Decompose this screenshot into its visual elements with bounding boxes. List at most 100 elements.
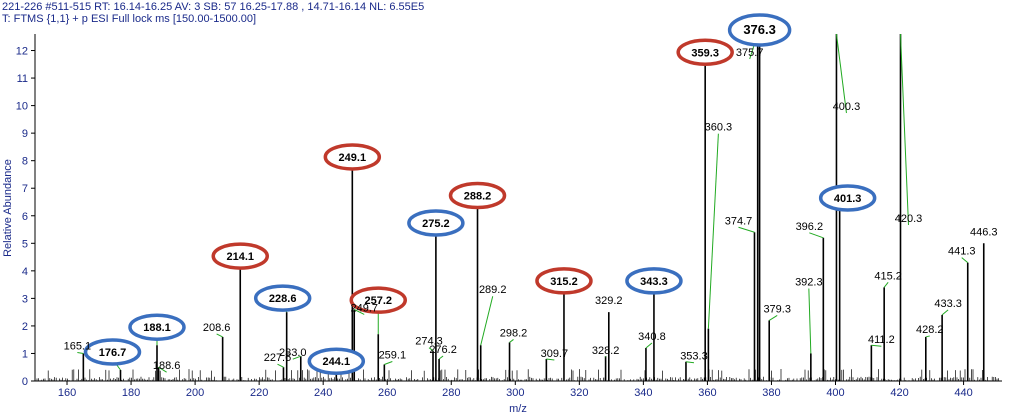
leader-420.3 (899, 33, 909, 226)
peak-label-379.3: 379.3 (763, 303, 791, 315)
peak-labels: 165.1 176.7 188.1 188.6 208.6 214.1 227.6 228.6… (64, 22, 998, 372)
x-tick-label: 420 (890, 387, 908, 399)
peak-label-353.3: 353.3 (680, 351, 708, 363)
leader-274.3 (428, 347, 434, 352)
leader-276.2 (438, 355, 444, 360)
x-tick-label: 240 (314, 387, 332, 399)
leader-227.6 (277, 363, 284, 368)
peak-label-275.2: 275.2 (422, 218, 450, 230)
y-tick-label: 8 (22, 156, 28, 168)
x-tick-label: 400 (826, 387, 844, 399)
leader-340.8 (645, 342, 653, 349)
x-tick-label: 220 (250, 387, 268, 399)
x-tick-label: 260 (378, 387, 396, 399)
y-tick-label: 11 (17, 73, 28, 85)
annotation-circle-376.3 (727, 13, 792, 47)
scan-filter: T: FTMS {1,1} + p ESI Full lock ms [150.… (2, 13, 257, 25)
y-tick-label: 12 (16, 46, 28, 58)
x-tick-label: 320 (570, 387, 588, 399)
y-tick-label: 3 (22, 293, 28, 305)
peak-label-208.6: 208.6 (203, 322, 231, 334)
peak-label-420.3: 420.3 (895, 213, 923, 225)
annotation-circle-249.1 (323, 143, 382, 171)
annotation-circle-188.1 (128, 313, 186, 341)
peak-label-375.7: 375.7 (736, 47, 764, 59)
peak-label-441.3: 441.3 (948, 246, 976, 258)
peak-label-360.3: 360.3 (705, 122, 733, 134)
x-tick-label: 440 (954, 387, 972, 399)
peak-label-309.7: 309.7 (541, 348, 569, 360)
peak-label-298.2: 298.2 (500, 327, 528, 339)
leader-353.3 (685, 361, 695, 364)
leader-411.2 (871, 344, 882, 347)
leader-400.3 (835, 33, 847, 114)
leader-259.1 (384, 361, 393, 365)
leader-165.1 (77, 351, 84, 354)
y-tick-label: 4 (22, 266, 28, 278)
y-tick-label: 7 (22, 183, 28, 195)
peak-label-274.3: 274.3 (415, 336, 443, 348)
leader-374.7 (738, 226, 755, 233)
peak-label-244.1: 244.1 (323, 356, 351, 368)
x-tick-label: 280 (442, 387, 460, 399)
annotation-circle-288.2 (448, 181, 507, 210)
y-tick-label: 10 (16, 101, 28, 113)
annotation-circle-244.1 (307, 347, 366, 375)
x-axis-title: m/z (509, 403, 527, 415)
x-tick-label: 380 (762, 387, 780, 399)
annotation-circle-176.7 (83, 338, 142, 366)
y-tick-label: 9 (22, 128, 28, 140)
peak-label-396.2: 396.2 (796, 221, 824, 233)
y-tick-label: 2 (22, 321, 28, 333)
peak-label-214.1: 214.1 (226, 251, 254, 263)
x-tick-label: 360 (698, 387, 716, 399)
x-tick-label: 340 (634, 387, 652, 399)
y-tick-label: 0 (22, 376, 28, 388)
peak-label-315.2: 315.2 (550, 276, 578, 288)
leader-188.6 (158, 366, 167, 373)
leader-428.2 (925, 335, 930, 338)
scan-header: 221-226 #511-515 RT: 16.14-16.25 AV: 3 S… (2, 1, 425, 13)
y-tick-label: 6 (22, 211, 28, 223)
leader-433.3 (941, 309, 949, 316)
peak-label-411.2: 411.2 (868, 334, 895, 346)
peak-label-276.2: 276.2 (429, 344, 457, 356)
annotation-circle-275.2 (407, 209, 465, 237)
annotation-circles (83, 13, 877, 375)
peak-label-288.2: 288.2 (464, 191, 492, 203)
peak-label-188.1: 188.1 (143, 322, 171, 334)
leader-392.3 (808, 288, 812, 354)
y-tick-label: 1 (22, 348, 28, 360)
leader-379.3 (768, 314, 778, 321)
leader-396.2 (809, 232, 824, 239)
peak-label-392.3: 392.3 (795, 276, 823, 288)
x-tick-label: 160 (58, 387, 76, 399)
baseline-noise (36, 369, 999, 381)
peak-label-259.1: 259.1 (379, 349, 407, 361)
annotation-circle-401.3 (818, 184, 877, 212)
peak-label-176.7: 176.7 (99, 347, 127, 359)
leader-249.7 (354, 308, 365, 315)
leader-289.2 (480, 296, 494, 346)
label-leader-lines (77, 33, 969, 373)
peak-label-376.3: 376.3 (743, 22, 776, 37)
peak-label-340.8: 340.8 (638, 331, 666, 343)
peak-label-401.3: 401.3 (834, 193, 862, 205)
annotation-circle-228.6 (253, 284, 312, 312)
noise-path (36, 369, 999, 381)
x-tick-label: 200 (186, 387, 204, 399)
annotation-circle-257.2 (349, 286, 408, 314)
annotation-circle-343.3 (625, 267, 683, 295)
peak-label-289.2: 289.2 (479, 284, 507, 296)
peak-label-228.6: 228.6 (269, 293, 297, 305)
peak-label-328.2: 328.2 (592, 345, 620, 357)
peak-label-428.2: 428.2 (916, 324, 944, 336)
x-tick-label: 180 (122, 387, 140, 399)
peak-label-374.7: 374.7 (725, 215, 753, 227)
peak-label-446.3: 446.3 (970, 226, 998, 238)
leader-415.2 (883, 282, 889, 288)
peak-label-249.1: 249.1 (339, 152, 367, 164)
peak-label-400.3: 400.3 (833, 101, 861, 113)
peak-label-165.1: 165.1 (64, 340, 92, 352)
